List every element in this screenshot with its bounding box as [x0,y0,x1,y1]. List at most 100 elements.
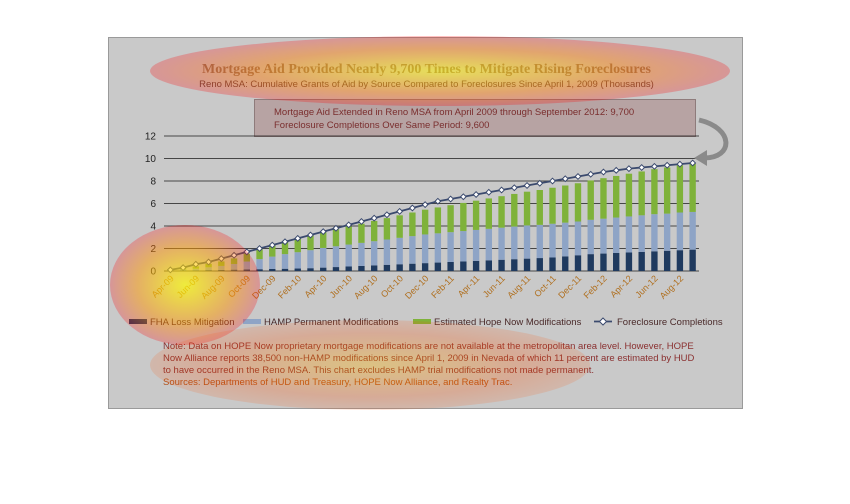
bar-segment [651,214,658,252]
bar-segment [562,256,569,271]
line-marker [523,181,531,190]
bar-segment [307,250,314,269]
bar-segment [485,198,493,229]
bar-segment [651,251,658,271]
annotation-line: Foreclosure Completions Over Same Period… [274,120,490,131]
x-tick-label: Oct-11 [532,273,558,299]
bar-segment [460,261,467,271]
bar-segment [409,212,416,237]
y-tick-label: 10 [145,154,157,165]
bar-segment [218,265,225,270]
bar-segment [562,185,569,223]
legend-label: Foreclosure Completions [617,317,723,328]
x-tick-label: Aug-11 [505,273,532,300]
legend-swatch [413,319,431,324]
bar-segment [256,259,263,270]
bar-segment [192,268,200,271]
bar-segment [345,244,352,267]
bar-segment [651,169,658,215]
bar-segment [600,253,607,271]
bar-segment [281,254,289,269]
line-marker [306,231,314,239]
bar-segment [294,238,301,253]
annotation-arrowhead [694,150,707,166]
line-marker [676,160,684,168]
bar-segment [447,232,454,262]
bar-segment [676,212,684,251]
bar-segment [332,246,340,268]
line-marker [472,190,480,199]
bar-segment [498,259,505,271]
line-marker [447,195,455,203]
bar-segment [549,187,556,224]
line-marker [192,260,200,268]
bar-segment [192,270,200,271]
y-tick-label: 4 [150,222,156,233]
line-marker [268,241,276,249]
bar-segment [613,175,620,218]
bar-segment [434,262,442,271]
bar-segment [638,251,645,271]
line-marker [332,224,340,232]
bar-segment [638,171,645,216]
bar-segment [485,260,493,271]
line-marker [230,251,238,259]
bar-segment [447,205,454,233]
line-marker [689,159,697,167]
bar-segment [625,216,633,253]
legend-label: Estimated Hope Now Modifications [434,317,582,328]
line-marker [396,207,404,215]
bar-segment [409,236,416,264]
bar-segment [613,217,620,253]
bar-segment [205,267,212,271]
bar-segment [562,222,569,257]
chart-frame: Mortgage Aid Provided Nearly 9,700 Times… [108,37,743,409]
bar-segment [523,225,531,259]
bar-segment [689,211,696,250]
bar-segment [320,247,327,268]
annotation-line: Mortgage Aid Extended in Reno MSA from A… [274,107,635,118]
bar-segment [434,207,442,234]
y-tick-label: 12 [145,132,157,143]
line-marker [549,177,557,185]
bar-segment [396,264,403,271]
legend-label: HAMP Permanent Modifications [264,317,399,328]
bar-segment [574,221,582,256]
bar-segment [663,167,671,214]
bar-segment [281,268,289,271]
x-tick-label: Dec-10 [403,273,431,301]
line-marker [294,234,302,242]
line-marker [345,221,353,229]
x-tick-label: Jun-09 [175,273,202,300]
legend-swatch [129,319,147,324]
bar-segment [587,180,594,220]
x-tick-label: Aug-10 [352,273,380,301]
y-tick-label: 0 [150,267,156,278]
bar-segment [358,242,365,266]
bar-segment [511,226,518,260]
bar-segment [447,262,454,271]
line-marker [485,188,493,196]
x-tick-label: Feb-12 [582,273,609,300]
note-sources: Sources: Departments of HUD and Treasury… [163,377,513,388]
bar-segment [600,178,607,219]
line-marker [319,228,327,236]
y-tick-label: 6 [150,199,156,210]
bar-segment [370,220,378,242]
bar-segment [281,241,289,255]
bar-segment [587,219,594,255]
bar-segment [434,233,442,263]
line-marker [536,179,544,187]
bar-segment [205,270,212,271]
line-marker [498,186,506,194]
bar-segment [472,229,480,261]
bar-segment [511,193,518,227]
bar-segment [536,224,543,259]
bar-segment [269,256,276,269]
annotation-arrow [698,117,729,161]
bar-segment [613,253,620,271]
bar-segment [409,263,416,271]
bar-segment [320,232,327,248]
legend-marker [598,317,608,326]
bar-segment [460,231,467,262]
